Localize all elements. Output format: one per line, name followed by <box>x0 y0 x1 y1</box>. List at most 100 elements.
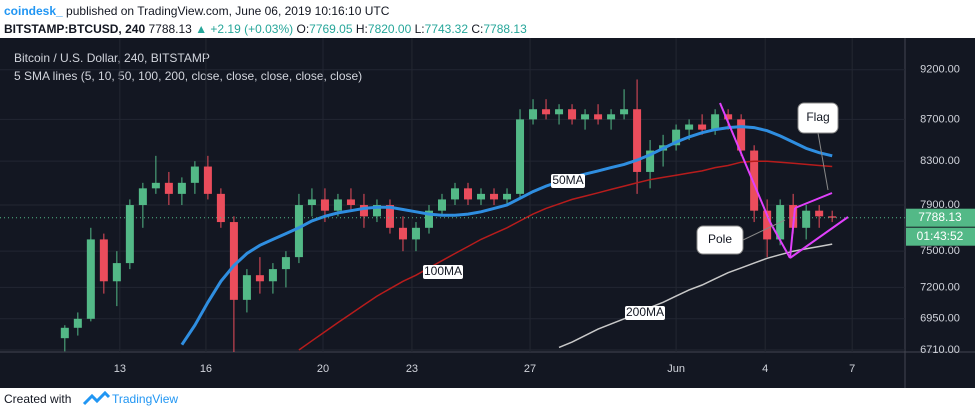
y-tick-label: 7900.00 <box>920 199 960 211</box>
x-tick-label: 7 <box>849 363 855 375</box>
symbol: BITSTAMP:BTCUSD, 240 <box>4 22 145 36</box>
candle-body <box>372 205 381 217</box>
candle-body <box>281 257 290 270</box>
candle-body <box>320 199 329 211</box>
candle-body <box>138 188 147 206</box>
candle-body <box>164 182 173 194</box>
candle-body <box>464 188 473 200</box>
y-tick-label: 8700.00 <box>920 113 960 125</box>
candle-body <box>268 269 277 282</box>
candle-body <box>581 114 590 120</box>
annotation-label: Flag <box>806 110 829 124</box>
pole-line <box>769 221 791 259</box>
ohlc-value: 7820.00 <box>368 22 412 36</box>
candle-body <box>711 114 720 130</box>
last-price-label: 7788.13 <box>918 210 962 224</box>
candle-body <box>451 188 459 200</box>
candle-body <box>763 210 772 240</box>
candle-body <box>516 119 525 194</box>
candle-body <box>633 109 642 172</box>
y-tick-label: 9200.00 <box>920 64 960 76</box>
candle-body <box>555 109 564 115</box>
price: 7788.13 <box>148 22 192 36</box>
ohlc-value: 7769.05 <box>309 22 353 36</box>
candle-body <box>190 166 199 183</box>
annotation-label: 50MA <box>552 173 583 187</box>
candle-body <box>789 205 798 228</box>
plot-area <box>0 38 905 352</box>
annotation-label: 100MA <box>424 264 462 278</box>
annotation-label: 200MA <box>626 305 664 319</box>
x-tick-label: 13 <box>114 363 126 375</box>
candle-body <box>359 205 368 217</box>
candle-body <box>73 318 82 328</box>
countdown-label: 01:43:52 <box>917 229 964 243</box>
y-tick-label: 8300.00 <box>920 155 960 167</box>
candle-body <box>229 222 238 300</box>
x-tick-label: 16 <box>200 363 212 375</box>
candle-body <box>802 210 811 228</box>
candle-body <box>437 199 446 211</box>
candle-body <box>815 210 824 217</box>
annotation-box <box>423 265 463 279</box>
candle-body <box>620 109 629 115</box>
grid <box>0 38 905 352</box>
candle-body <box>398 227 407 240</box>
ma-line <box>298 160 833 351</box>
candle-body <box>125 205 134 264</box>
candle-body <box>607 114 616 120</box>
logo-icon <box>82 390 111 406</box>
candle-body <box>60 327 69 339</box>
callout-pointer <box>742 219 786 241</box>
candle-body <box>542 109 551 115</box>
last-price-box <box>906 208 975 227</box>
candle-body <box>698 124 707 130</box>
flag-line <box>794 192 833 209</box>
x-tick-label: 27 <box>524 363 536 375</box>
candle-body <box>112 263 121 282</box>
pole-line <box>719 102 771 223</box>
candle-body <box>99 239 108 282</box>
candle-body <box>424 210 433 228</box>
ma-line <box>180 125 833 346</box>
candle-body <box>529 109 538 120</box>
flag-line <box>789 207 796 259</box>
candle-body <box>177 182 186 194</box>
published: published on TradingView.com, June 06, 2… <box>66 4 390 18</box>
candle-body <box>307 199 316 206</box>
ohlc-value: 7788.13 <box>483 22 527 36</box>
candle-body <box>477 193 486 200</box>
candle-body <box>346 199 355 206</box>
y-tick-label: 6950.00 <box>920 313 960 325</box>
publish-line: coindesk_ published on TradingView.com, … <box>4 4 390 18</box>
annotation-label: Pole <box>708 232 732 246</box>
logo-text: TradingView <box>112 392 178 406</box>
y-tick-label: 7500.00 <box>920 245 960 257</box>
candle-body <box>333 199 342 211</box>
footer: Created with TradingView <box>4 390 178 406</box>
candle-body <box>685 124 694 130</box>
x-tick-label: 23 <box>406 363 418 375</box>
ohlc-key: H: <box>356 22 368 36</box>
x-tick-label: 4 <box>762 363 768 375</box>
candle-body <box>385 205 394 228</box>
candle-body <box>151 182 160 189</box>
candle-body <box>646 150 655 172</box>
candle-body <box>294 205 303 258</box>
candle-body <box>724 114 733 120</box>
x-tick-label: 20 <box>317 363 329 375</box>
ohlc-key: L: <box>415 22 425 36</box>
candle-body <box>594 114 603 120</box>
y-tick-label: 6710.00 <box>920 344 960 356</box>
annotation-box <box>551 174 585 188</box>
countdown-box <box>906 227 975 246</box>
candle-body <box>828 216 837 218</box>
created-with: Created with <box>4 392 71 406</box>
chart-subtitle: 5 SMA lines (5, 10, 50, 100, 200, close,… <box>14 69 362 83</box>
candle-body <box>411 227 420 240</box>
candle-body <box>255 275 264 282</box>
annotation-box <box>625 306 665 320</box>
candle-body <box>672 129 681 146</box>
ohlc-value: 7743.32 <box>425 22 469 36</box>
